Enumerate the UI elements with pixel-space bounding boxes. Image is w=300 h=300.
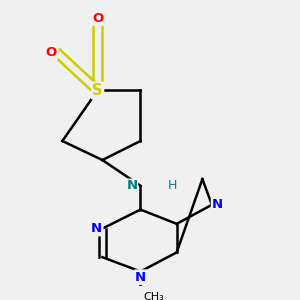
Text: N: N [91, 222, 102, 235]
Text: S: S [92, 83, 103, 98]
Text: N: N [212, 198, 223, 211]
Text: N: N [127, 179, 138, 192]
Text: H: H [168, 179, 178, 192]
Text: N: N [135, 271, 146, 284]
Text: O: O [92, 12, 103, 25]
Text: O: O [45, 46, 57, 59]
Text: CH₃: CH₃ [143, 292, 164, 300]
